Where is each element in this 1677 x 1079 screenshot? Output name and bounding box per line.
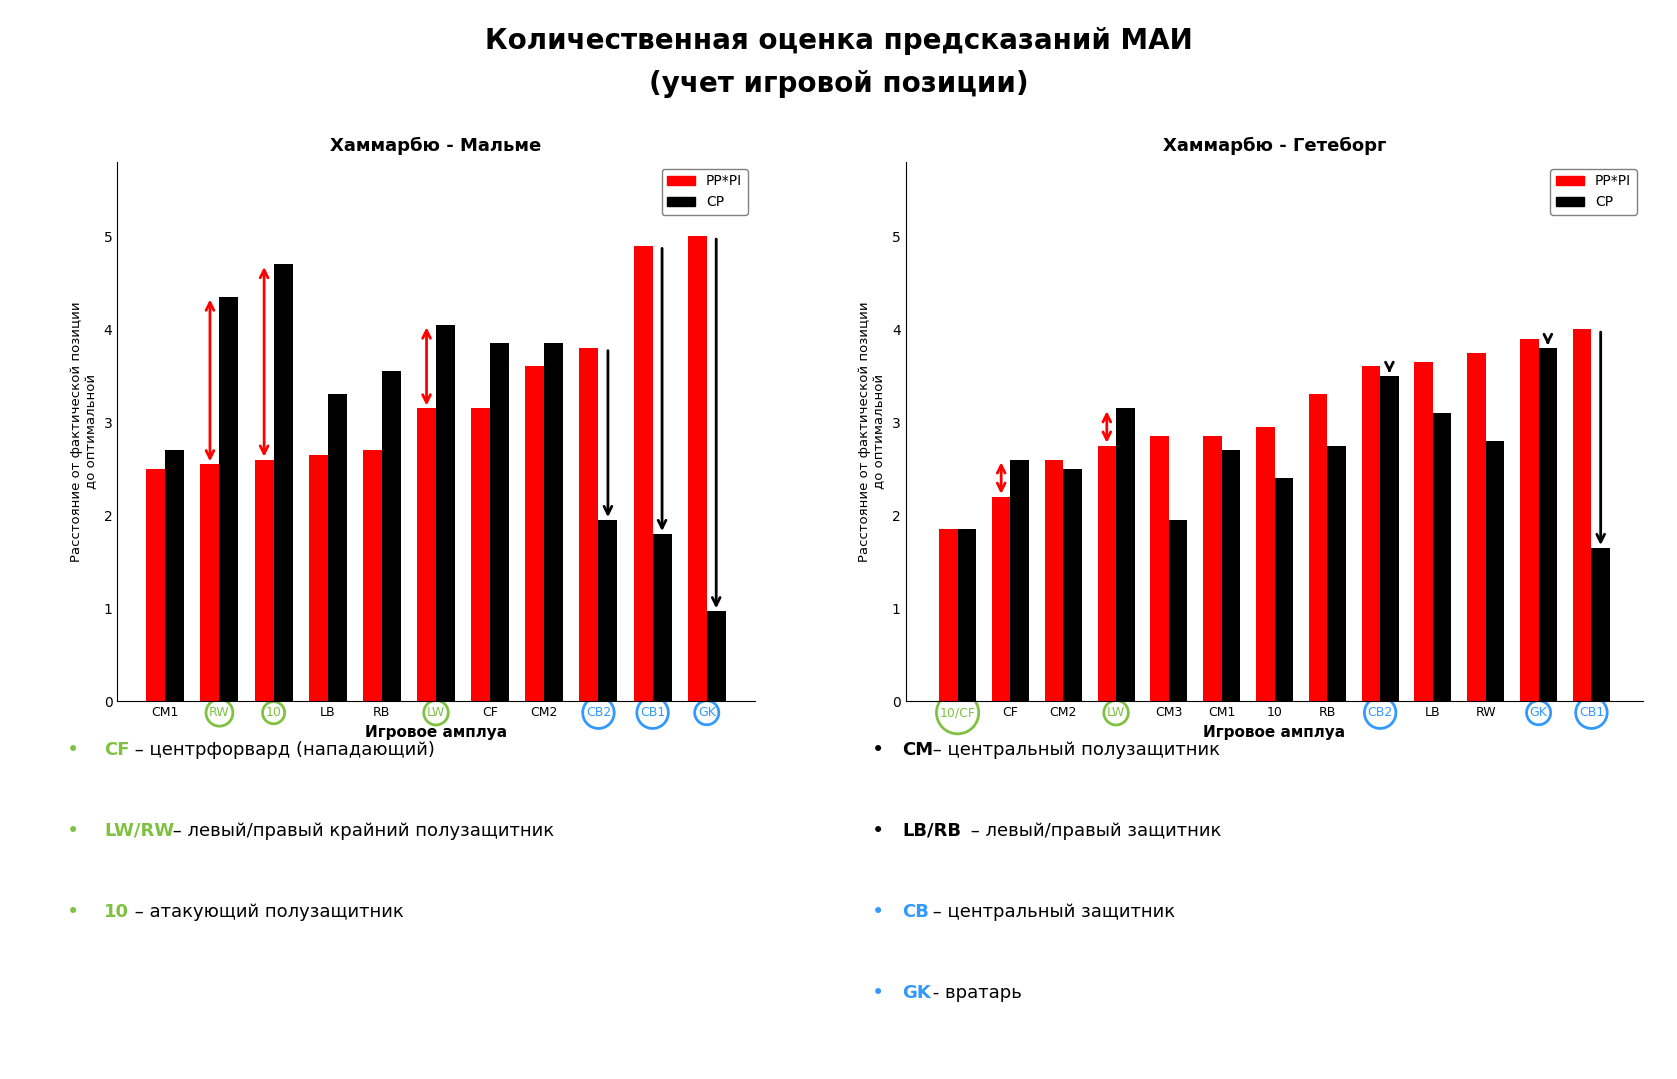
Bar bbox=[991, 496, 1011, 701]
Bar bbox=[1362, 367, 1380, 701]
Text: •: • bbox=[872, 983, 884, 1002]
Text: – центрфорвард (нападающий): – центрфорвард (нападающий) bbox=[129, 741, 434, 759]
Bar bbox=[1223, 450, 1241, 701]
Text: LW/RW: LW/RW bbox=[104, 822, 174, 839]
Bar bbox=[490, 343, 510, 701]
X-axis label: Игровое амплуа: Игровое амплуа bbox=[366, 725, 506, 740]
Text: •: • bbox=[67, 740, 79, 760]
Bar bbox=[1538, 347, 1558, 701]
Title: Хаммарбю - Гетеборг: Хаммарбю - Гетеборг bbox=[1162, 137, 1387, 154]
Text: LB/RB: LB/RB bbox=[902, 822, 961, 839]
Bar bbox=[1573, 329, 1591, 701]
Text: СМ: СМ bbox=[902, 741, 934, 759]
Bar bbox=[939, 530, 958, 701]
Bar bbox=[1275, 478, 1293, 701]
Bar bbox=[1011, 460, 1030, 701]
Text: •: • bbox=[67, 821, 79, 841]
Bar bbox=[1097, 446, 1117, 701]
Text: •: • bbox=[872, 902, 884, 921]
Text: CF: CF bbox=[104, 741, 129, 759]
Bar bbox=[1150, 436, 1169, 701]
Bar bbox=[1117, 408, 1135, 701]
Bar bbox=[1380, 375, 1399, 701]
Bar bbox=[525, 367, 545, 701]
Bar bbox=[1045, 460, 1063, 701]
Bar bbox=[255, 460, 273, 701]
Bar bbox=[201, 464, 220, 701]
Bar bbox=[146, 468, 166, 701]
Text: GK: GK bbox=[902, 984, 931, 1001]
Bar bbox=[1414, 361, 1432, 701]
Text: •: • bbox=[67, 902, 79, 921]
Bar bbox=[706, 611, 726, 701]
Bar bbox=[418, 408, 436, 701]
Text: – левый/правый крайний полузащитник: – левый/правый крайний полузащитник bbox=[168, 822, 553, 839]
Bar bbox=[1432, 413, 1452, 701]
Bar bbox=[1063, 468, 1082, 701]
Bar bbox=[652, 534, 671, 701]
Y-axis label: Расстояние от фактической позиции
до оптимальной: Расстояние от фактической позиции до опт… bbox=[70, 301, 97, 562]
Bar bbox=[958, 530, 976, 701]
Bar bbox=[1308, 395, 1327, 701]
Bar bbox=[1591, 548, 1610, 701]
X-axis label: Игровое амплуа: Игровое амплуа bbox=[1204, 725, 1345, 740]
Bar bbox=[1256, 427, 1275, 701]
Bar bbox=[1169, 520, 1187, 701]
Bar bbox=[362, 450, 382, 701]
Text: •: • bbox=[872, 740, 884, 760]
Bar bbox=[1327, 446, 1347, 701]
Bar bbox=[436, 325, 454, 701]
Text: 10: 10 bbox=[104, 903, 129, 920]
Bar bbox=[688, 236, 706, 701]
Bar bbox=[1486, 441, 1504, 701]
Bar bbox=[1467, 353, 1486, 701]
Legend: PP*PI, CP: PP*PI, CP bbox=[662, 168, 748, 215]
Bar bbox=[634, 246, 652, 701]
Text: – центральный полузащитник: – центральный полузащитник bbox=[927, 741, 1221, 759]
Bar bbox=[1519, 339, 1538, 701]
Text: – центральный защитник: – центральный защитник bbox=[927, 903, 1176, 920]
Text: Количественная оценка предсказаний МАИ: Количественная оценка предсказаний МАИ bbox=[485, 27, 1192, 55]
Text: (учет игровой позиции): (учет игровой позиции) bbox=[649, 70, 1028, 98]
Bar bbox=[166, 450, 184, 701]
Bar bbox=[327, 395, 347, 701]
Bar bbox=[382, 371, 401, 701]
Bar bbox=[309, 455, 327, 701]
Text: – левый/правый защитник: – левый/правый защитник bbox=[966, 822, 1221, 839]
Bar bbox=[273, 264, 292, 701]
Bar bbox=[220, 297, 238, 701]
Bar bbox=[580, 347, 599, 701]
Legend: PP*PI, CP: PP*PI, CP bbox=[1551, 168, 1637, 215]
Text: – атакующий полузащитник: – атакующий полузащитник bbox=[129, 903, 404, 920]
Text: •: • bbox=[872, 821, 884, 841]
Bar bbox=[599, 520, 617, 701]
Bar bbox=[545, 343, 563, 701]
Title: Хаммарбю - Мальме: Хаммарбю - Мальме bbox=[330, 137, 542, 154]
Bar bbox=[1202, 436, 1223, 701]
Text: - вратарь: - вратарь bbox=[927, 984, 1023, 1001]
Text: CB: CB bbox=[902, 903, 929, 920]
Bar bbox=[471, 408, 490, 701]
Y-axis label: Расстояние от фактической позиции
до оптимальной: Расстояние от фактической позиции до опт… bbox=[859, 301, 885, 562]
